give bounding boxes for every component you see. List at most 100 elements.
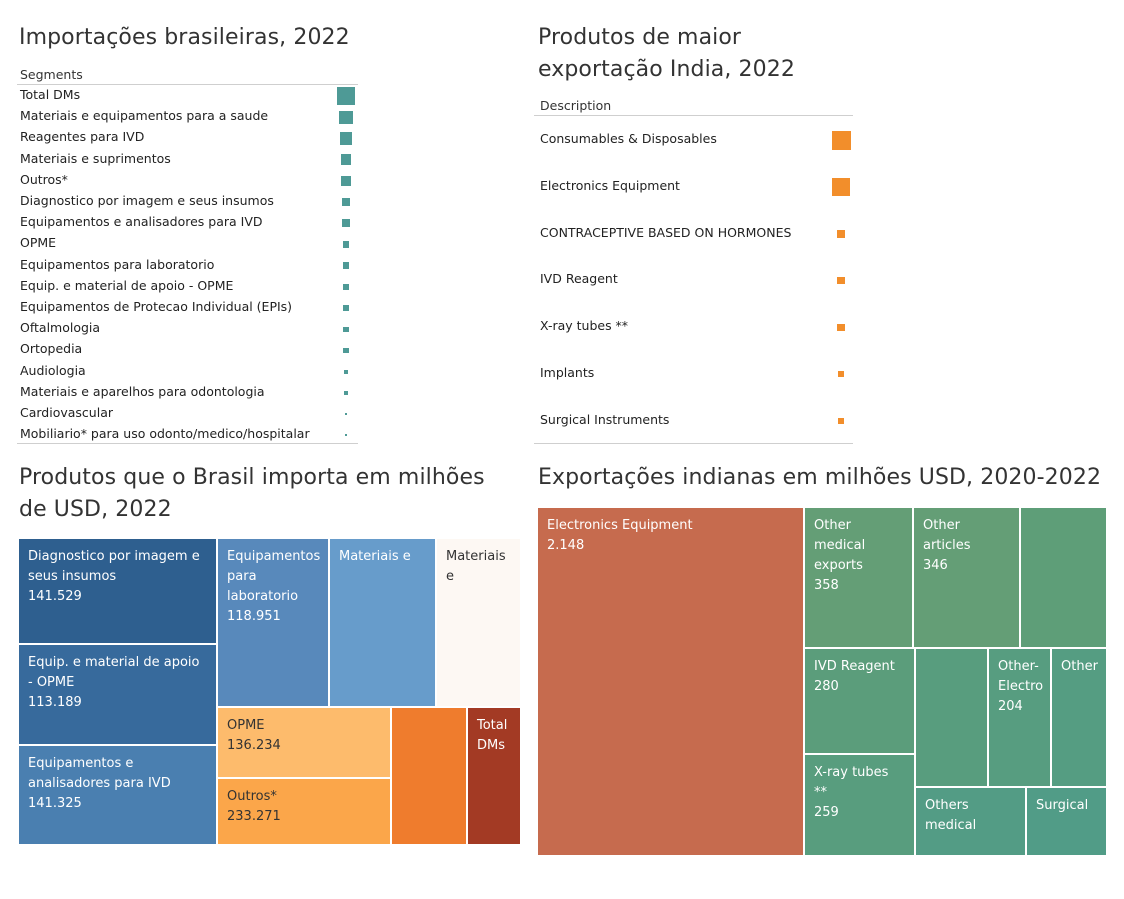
table-row-label: Diagnostico por imagem e seus insumos: [20, 193, 274, 208]
india-description-header: Description: [540, 98, 612, 113]
table-row-label: Equip. e material de apoio - OPME: [20, 277, 234, 293]
size-marker: [339, 110, 353, 124]
size-marker: [837, 417, 844, 424]
size-marker: [342, 240, 350, 248]
treemap-tile-value: 280: [814, 679, 839, 694]
size-marker: [342, 262, 350, 269]
india-bottom-rule: [534, 443, 853, 444]
treemap-tile-value: 346: [923, 558, 948, 573]
treemap-tile-label: Materiais e: [446, 549, 506, 584]
treemap-tile-value: 136.234: [227, 738, 281, 753]
size-marker: [343, 347, 349, 353]
treemap-tile: IVD Reagent 280: [805, 649, 914, 753]
brazil-treemap-title: Produtos que o Brasil importa em milhões…: [19, 465, 485, 522]
size-marker: [837, 276, 845, 285]
treemap-tile: Other-Electro 204: [989, 649, 1050, 786]
table-row-label: Cardiovascular: [20, 405, 113, 420]
india-exports-title: Produtos de maior exportação India, 2022: [538, 25, 795, 82]
treemap-tile: [1021, 508, 1106, 647]
table-row-label: Reagentes para IVD: [20, 129, 145, 145]
treemap-tile: Materiais e: [437, 539, 520, 706]
size-marker: [837, 229, 845, 238]
treemap-tile: Materiais e: [330, 539, 435, 706]
treemap-tile-label: OPME: [227, 718, 265, 733]
treemap-tile-value: 259: [814, 805, 839, 820]
size-marker: [837, 370, 845, 378]
treemap-tile-label: Equipamentos e analisadores para IVD: [28, 756, 171, 791]
size-marker: [344, 412, 348, 416]
table-row-label: Equipamentos e analisadores para IVD: [20, 214, 263, 230]
size-marker: [342, 198, 350, 206]
table-row-label: Total DMs: [20, 87, 81, 102]
table-row-label: Oftalmologia: [20, 320, 101, 336]
treemap-tile: Other medical exports 358: [805, 508, 912, 647]
treemap-tile-value: 233.271: [227, 809, 281, 824]
treemap-tile: Diagnostico por imagem e seus insumos 141…: [19, 539, 216, 643]
size-marker: [831, 130, 851, 150]
table-row-label: Equipamentos de Protecao Individual (EPI…: [20, 299, 293, 314]
treemap-tile: Other: [1052, 649, 1106, 786]
size-marker: [837, 323, 845, 331]
treemap-tile-value: 204: [998, 699, 1023, 714]
treemap-tile-label: Equip. e material de apoio - OPME: [28, 655, 200, 690]
treemap-tile-label: Other: [1061, 659, 1098, 674]
table-row-label: Audiologia: [20, 362, 86, 378]
table-row-label: CONTRACEPTIVE BASED ON HORMONES: [540, 224, 792, 240]
treemap-tile-label: Other-Electro: [998, 659, 1044, 694]
size-marker: [344, 390, 348, 395]
table-row-label: Consumables & Disposables: [540, 131, 717, 146]
size-marker: [343, 326, 349, 332]
size-marker: [343, 305, 349, 311]
treemap-tile: Total DMs: [468, 708, 520, 844]
size-marker: [337, 87, 355, 105]
table-row-label: Materiais e equipamentos para a saude: [20, 108, 269, 124]
table-row-label: Mobiliario* para uso odonto/medico/hospi…: [20, 426, 310, 442]
treemap-tile: Outros* 233.271: [218, 779, 390, 844]
size-marker: [340, 154, 352, 165]
treemap-tile-value: 2.148: [547, 538, 585, 553]
treemap-tile-label: Other medical exports: [814, 518, 866, 573]
treemap-tile: Equipamentos e analisadores para IVD 141.…: [19, 746, 216, 844]
treemap-tile: OPME 136.234: [218, 708, 390, 777]
india-header-rule: [534, 115, 853, 116]
size-marker: [831, 177, 850, 196]
size-marker: [339, 131, 353, 145]
size-marker: [343, 369, 348, 374]
size-marker: [342, 283, 350, 291]
treemap-tile-label: Materiais e: [339, 549, 411, 564]
table-row-label: Materiais e aparelhos para odontologia: [20, 383, 265, 399]
brazil-header-rule: [17, 84, 358, 85]
treemap-tile: Surgical: [1027, 788, 1106, 855]
table-row-label: Outros*: [20, 171, 68, 187]
treemap-tile-label: IVD Reagent: [814, 659, 895, 674]
treemap-tile-label: Diagnostico por imagem e seus insumos: [28, 549, 200, 584]
treemap-tile-value: 141.529: [28, 589, 82, 604]
table-row-label: Materiais e suprimentos: [20, 150, 171, 166]
table-row-label: IVD Reagent: [540, 271, 618, 287]
treemap-tile: [392, 708, 466, 844]
treemap-tile-value: 113.189: [28, 695, 82, 710]
table-row-label: Surgical Instruments: [540, 411, 670, 427]
treemap-tile: Equipamentos para laboratorio 118.951: [218, 539, 328, 706]
brazil-segments-header: Segments: [20, 67, 83, 82]
brazil-bottom-rule: [17, 443, 358, 444]
treemap-tile: Other articles 346: [914, 508, 1019, 647]
table-row-label: Electronics Equipment: [540, 177, 680, 193]
india-treemap-title: Exportações indianas em milhões USD, 202…: [538, 465, 1102, 490]
treemap-tile: X-ray tubes ** 259: [805, 755, 914, 855]
size-marker: [345, 434, 347, 437]
treemap-tile-label: Others medical: [925, 798, 977, 833]
treemap-tile: Electronics Equipment 2.148: [538, 508, 803, 855]
treemap-tile: Others medical: [916, 788, 1025, 855]
table-row-label: Equipamentos para laboratorio: [20, 256, 215, 272]
table-row-label: Implants: [540, 365, 595, 380]
treemap-tile-value: 141.325: [28, 796, 82, 811]
treemap-tile-label: Equipamentos para laboratorio: [227, 549, 321, 604]
treemap-tile-value: 358: [814, 578, 839, 593]
treemap-tile: [916, 649, 987, 786]
treemap-tile-label: Surgical: [1036, 798, 1089, 813]
size-marker: [341, 176, 351, 186]
table-row-label: OPME: [20, 235, 57, 251]
treemap-tile-label: Outros*: [227, 789, 277, 804]
treemap-tile: Equip. e material de apoio - OPME 113.189: [19, 645, 216, 744]
